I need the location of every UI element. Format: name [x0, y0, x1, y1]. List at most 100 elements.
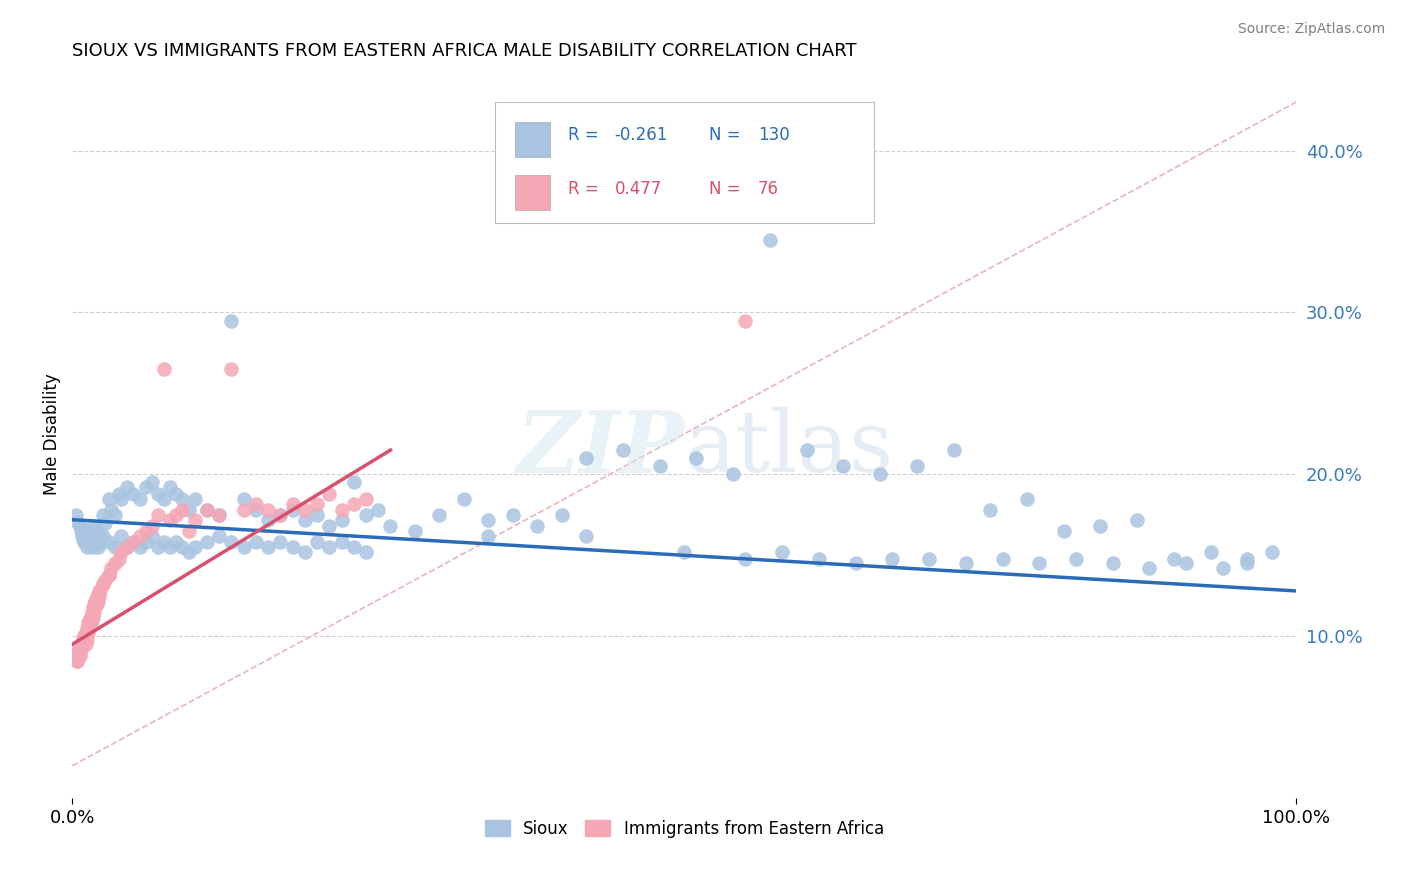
- Point: [67, 645, 90, 659]
- Point: [832, 459, 855, 474]
- Point: [110, 545, 132, 559]
- Point: [1261, 545, 1284, 559]
- Point: [146, 540, 169, 554]
- Point: [183, 513, 205, 527]
- Point: [257, 503, 280, 517]
- Point: [91, 577, 114, 591]
- Point: [429, 508, 451, 522]
- Point: [76, 621, 98, 635]
- Point: [79, 529, 101, 543]
- Point: [477, 529, 499, 543]
- Point: [153, 362, 176, 376]
- Text: 76: 76: [758, 179, 779, 197]
- Point: [648, 459, 671, 474]
- Point: [122, 487, 145, 501]
- Point: [183, 540, 205, 554]
- Point: [153, 535, 176, 549]
- Point: [75, 637, 97, 651]
- Text: -0.261: -0.261: [614, 127, 668, 145]
- Point: [117, 540, 139, 554]
- Point: [141, 519, 163, 533]
- Point: [80, 540, 103, 554]
- Point: [172, 540, 194, 554]
- Point: [294, 503, 316, 517]
- Point: [69, 645, 91, 659]
- Point: [257, 540, 280, 554]
- Point: [73, 535, 96, 549]
- Point: [91, 577, 114, 591]
- Point: [69, 519, 91, 533]
- Point: [294, 513, 316, 527]
- Point: [87, 540, 110, 554]
- Point: [97, 567, 120, 582]
- Point: [195, 503, 218, 517]
- Point: [84, 535, 107, 549]
- Point: [232, 491, 254, 506]
- Point: [86, 597, 108, 611]
- Point: [685, 451, 707, 466]
- Point: [69, 524, 91, 538]
- Point: [1090, 519, 1112, 533]
- Legend: Sioux, Immigrants from Eastern Africa: Sioux, Immigrants from Eastern Africa: [478, 814, 890, 845]
- Point: [86, 524, 108, 538]
- Point: [1163, 551, 1185, 566]
- Point: [63, 642, 86, 657]
- Point: [67, 648, 90, 663]
- Point: [882, 551, 904, 566]
- Point: [991, 551, 1014, 566]
- Point: [100, 503, 122, 517]
- Point: [104, 557, 127, 571]
- Point: [257, 513, 280, 527]
- Point: [89, 583, 111, 598]
- Point: [453, 491, 475, 506]
- Point: [66, 654, 89, 668]
- Point: [721, 467, 744, 482]
- Point: [330, 503, 353, 517]
- Point: [177, 524, 200, 538]
- Point: [281, 540, 304, 554]
- Point: [245, 535, 267, 549]
- Point: [905, 459, 928, 474]
- Point: [343, 540, 366, 554]
- Text: 130: 130: [758, 127, 789, 145]
- Point: [117, 480, 139, 494]
- Point: [172, 491, 194, 506]
- Point: [94, 516, 117, 530]
- Bar: [516, 175, 550, 210]
- Point: [72, 632, 94, 647]
- Point: [73, 629, 96, 643]
- Point: [97, 535, 120, 549]
- Point: [245, 503, 267, 517]
- Point: [76, 632, 98, 647]
- Point: [83, 605, 105, 619]
- Point: [942, 443, 965, 458]
- Text: SIOUX VS IMMIGRANTS FROM EASTERN AFRICA MALE DISABILITY CORRELATION CHART: SIOUX VS IMMIGRANTS FROM EASTERN AFRICA …: [72, 42, 856, 60]
- Point: [232, 540, 254, 554]
- Point: [141, 475, 163, 490]
- Point: [734, 313, 756, 327]
- Text: ZIP: ZIP: [516, 407, 685, 491]
- Point: [177, 503, 200, 517]
- Point: [1101, 557, 1123, 571]
- Point: [77, 626, 100, 640]
- Text: N =: N =: [709, 127, 745, 145]
- Point: [87, 593, 110, 607]
- Point: [69, 642, 91, 657]
- Point: [89, 535, 111, 549]
- Point: [100, 561, 122, 575]
- Point: [1053, 524, 1076, 538]
- Point: [221, 535, 243, 549]
- Point: [77, 616, 100, 631]
- Point: [84, 593, 107, 607]
- Point: [159, 540, 181, 554]
- Point: [97, 491, 120, 506]
- Point: [208, 529, 231, 543]
- Point: [208, 508, 231, 522]
- Point: [354, 545, 377, 559]
- Point: [72, 532, 94, 546]
- Point: [869, 467, 891, 482]
- Point: [83, 597, 105, 611]
- Text: atlas: atlas: [685, 407, 893, 490]
- Point: [380, 519, 402, 533]
- Point: [75, 524, 97, 538]
